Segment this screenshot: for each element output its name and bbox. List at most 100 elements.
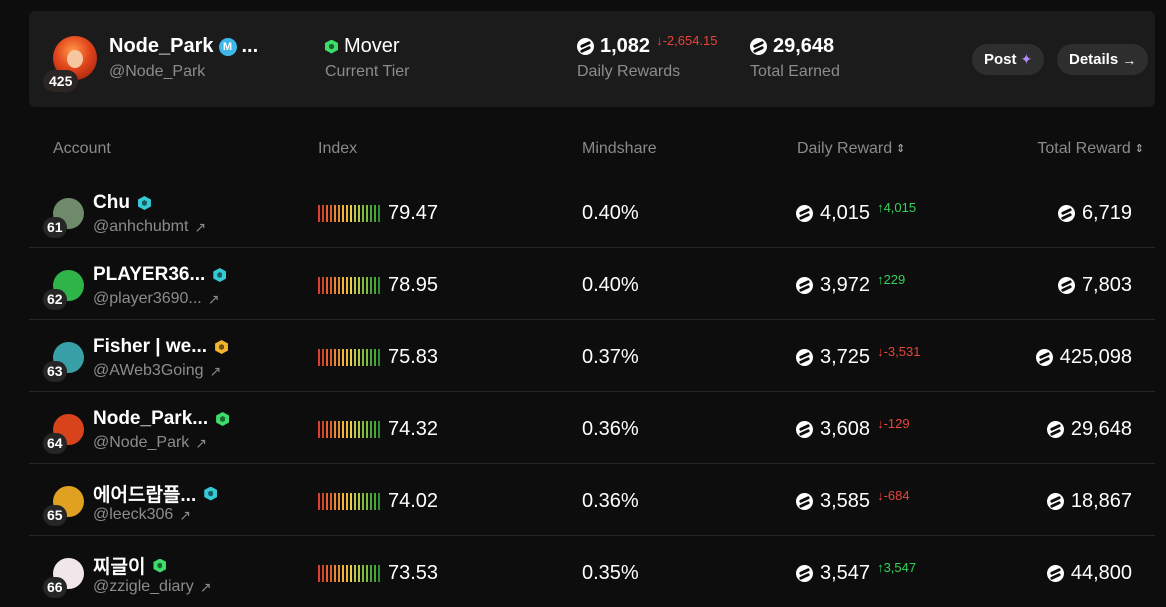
external-link-icon: ↗ bbox=[199, 578, 212, 595]
table-row[interactable]: 65 에어드랍플... @leeck306 ↗ 74.02 0.36% 3,585 ↓-684… bbox=[29, 464, 1155, 536]
rank-badge: 65 bbox=[43, 505, 67, 526]
index-bar bbox=[322, 421, 324, 438]
total-earned-stat: 29,648 bbox=[750, 35, 834, 58]
index-bar bbox=[358, 565, 360, 582]
token-icon bbox=[1035, 349, 1053, 366]
details-button[interactable]: Details → bbox=[1057, 44, 1149, 75]
tier-hex-icon bbox=[153, 558, 167, 573]
daily-reward-value: 3,972 bbox=[820, 274, 871, 296]
mindshare-value: 0.40% bbox=[582, 274, 639, 296]
index-bar bbox=[318, 493, 320, 510]
account-handle-link[interactable]: @player3690... ↗ bbox=[93, 290, 219, 308]
index-bar bbox=[346, 349, 348, 366]
index-meter bbox=[318, 348, 380, 367]
account-handle-link[interactable]: @Node_Park ↗ bbox=[93, 434, 207, 452]
tier-hex-icon bbox=[216, 412, 230, 426]
total-reward-cell: 44,800 bbox=[1046, 562, 1132, 585]
index-bar bbox=[346, 205, 348, 222]
table-row[interactable]: 61 Chu @anhchubmt ↗ 79.47 0.40% 4,015 ↑4,015 6,7… bbox=[29, 176, 1155, 248]
index-bar bbox=[358, 349, 360, 366]
token-icon bbox=[796, 277, 813, 294]
index-bar bbox=[374, 421, 376, 438]
index-bar bbox=[378, 349, 380, 366]
account-name[interactable]: PLAYER36... bbox=[93, 264, 227, 286]
total-reward-cell: 6,719 bbox=[1057, 202, 1132, 225]
account-name[interactable]: Node_Park M ... bbox=[109, 35, 258, 58]
index-cell: 74.32 bbox=[318, 418, 438, 441]
table-row[interactable]: 62 PLAYER36... @player3690... ↗ 78.95 0.40% 3,… bbox=[29, 248, 1155, 320]
account-handle-link[interactable]: @leeck306 ↗ bbox=[93, 506, 191, 524]
column-header-index: Index bbox=[318, 140, 357, 158]
column-header-daily-reward-label: Daily Reward bbox=[797, 140, 893, 157]
daily-reward-delta: ↓-129 bbox=[877, 416, 910, 431]
index-bar bbox=[346, 493, 348, 510]
table-row[interactable]: 66 찌글이 @zzigle_diary ↗ 73.53 0.35% 3,547 ↑3,547… bbox=[29, 536, 1155, 607]
index-bar bbox=[342, 205, 344, 222]
index-bar bbox=[334, 421, 336, 438]
account-handle: @player3690... bbox=[93, 290, 202, 307]
tier-hex-icon bbox=[325, 39, 338, 54]
daily-reward-cell: 3,972 ↑229 bbox=[796, 272, 906, 297]
rank-badge: 66 bbox=[43, 577, 67, 598]
index-bar bbox=[370, 205, 372, 222]
rank-badge: 62 bbox=[43, 289, 67, 310]
token-icon bbox=[796, 421, 813, 438]
token-icon bbox=[750, 38, 767, 55]
index-bar bbox=[326, 277, 328, 294]
token-icon bbox=[796, 349, 813, 366]
daily-reward-delta: ↑229 bbox=[877, 272, 906, 287]
index-meter bbox=[318, 492, 380, 511]
index-bar bbox=[350, 493, 352, 510]
post-button[interactable]: Post ✦ bbox=[972, 44, 1045, 75]
index-bar bbox=[354, 277, 356, 294]
index-bar bbox=[334, 565, 336, 582]
index-bar bbox=[370, 565, 372, 582]
mindshare-value: 0.35% bbox=[582, 562, 639, 584]
index-bar bbox=[334, 205, 336, 222]
column-header-daily-reward[interactable]: Daily Reward ⇕ bbox=[797, 140, 905, 158]
index-bar bbox=[338, 565, 340, 582]
current-tier: Mover bbox=[325, 35, 400, 58]
account-name[interactable]: Node_Park... bbox=[93, 408, 230, 430]
daily-reward-delta: ↑3,547 bbox=[877, 560, 917, 575]
daily-reward-cell: 4,015 ↑4,015 bbox=[796, 200, 916, 225]
table-row[interactable]: 64 Node_Park... @Node_Park ↗ 74.32 0.36% 3,608… bbox=[29, 392, 1155, 464]
column-header-account-label: Account bbox=[53, 140, 111, 157]
total-reward-cell: 29,648 bbox=[1046, 418, 1132, 441]
table-row[interactable]: 63 Fisher | we... @AWeb3Going ↗ 75.83 0.37% 3,… bbox=[29, 320, 1155, 392]
account-handle-link[interactable]: @AWeb3Going ↗ bbox=[93, 362, 221, 380]
rank-badge: 64 bbox=[43, 433, 67, 454]
column-header-total-reward[interactable]: Total Reward ⇕ bbox=[1037, 140, 1144, 158]
tier-hex-icon bbox=[215, 340, 229, 354]
account-name[interactable]: 찌글이 bbox=[93, 552, 167, 579]
index-bar bbox=[342, 277, 344, 294]
column-header-account: Account bbox=[53, 140, 111, 158]
account-name[interactable]: Chu bbox=[93, 192, 151, 214]
index-bar bbox=[326, 349, 328, 366]
index-bar bbox=[330, 205, 332, 222]
account-handle-link[interactable]: @anhchubmt ↗ bbox=[93, 218, 206, 236]
account-name[interactable]: 에어드랍플... bbox=[93, 480, 218, 507]
index-cell: 79.47 bbox=[318, 202, 438, 225]
daily-reward-delta: ↓-684 bbox=[877, 488, 910, 503]
token-icon bbox=[1046, 421, 1064, 438]
account-handle-link[interactable]: @zzigle_diary ↗ bbox=[93, 578, 211, 596]
account-handle: @anhchubmt bbox=[93, 218, 189, 235]
index-bar bbox=[366, 565, 368, 582]
rank-badge: 63 bbox=[43, 361, 67, 382]
token-icon bbox=[577, 38, 594, 55]
column-header-mindshare-label: Mindshare bbox=[582, 140, 657, 157]
index-bar bbox=[358, 493, 360, 510]
token-icon bbox=[796, 493, 813, 510]
account-name[interactable]: Fisher | we... bbox=[93, 336, 229, 358]
index-bar bbox=[322, 565, 324, 582]
index-bar bbox=[342, 349, 344, 366]
index-bar bbox=[358, 205, 360, 222]
total-reward-value: 425,098 bbox=[1059, 346, 1132, 368]
index-bar bbox=[374, 565, 376, 582]
index-bar bbox=[318, 277, 320, 294]
tier-hex-icon bbox=[213, 268, 227, 282]
index-bar bbox=[370, 493, 372, 510]
daily-rewards-caption: Daily Rewards bbox=[577, 63, 681, 80]
column-header-total-reward-label: Total Reward bbox=[1037, 140, 1131, 157]
